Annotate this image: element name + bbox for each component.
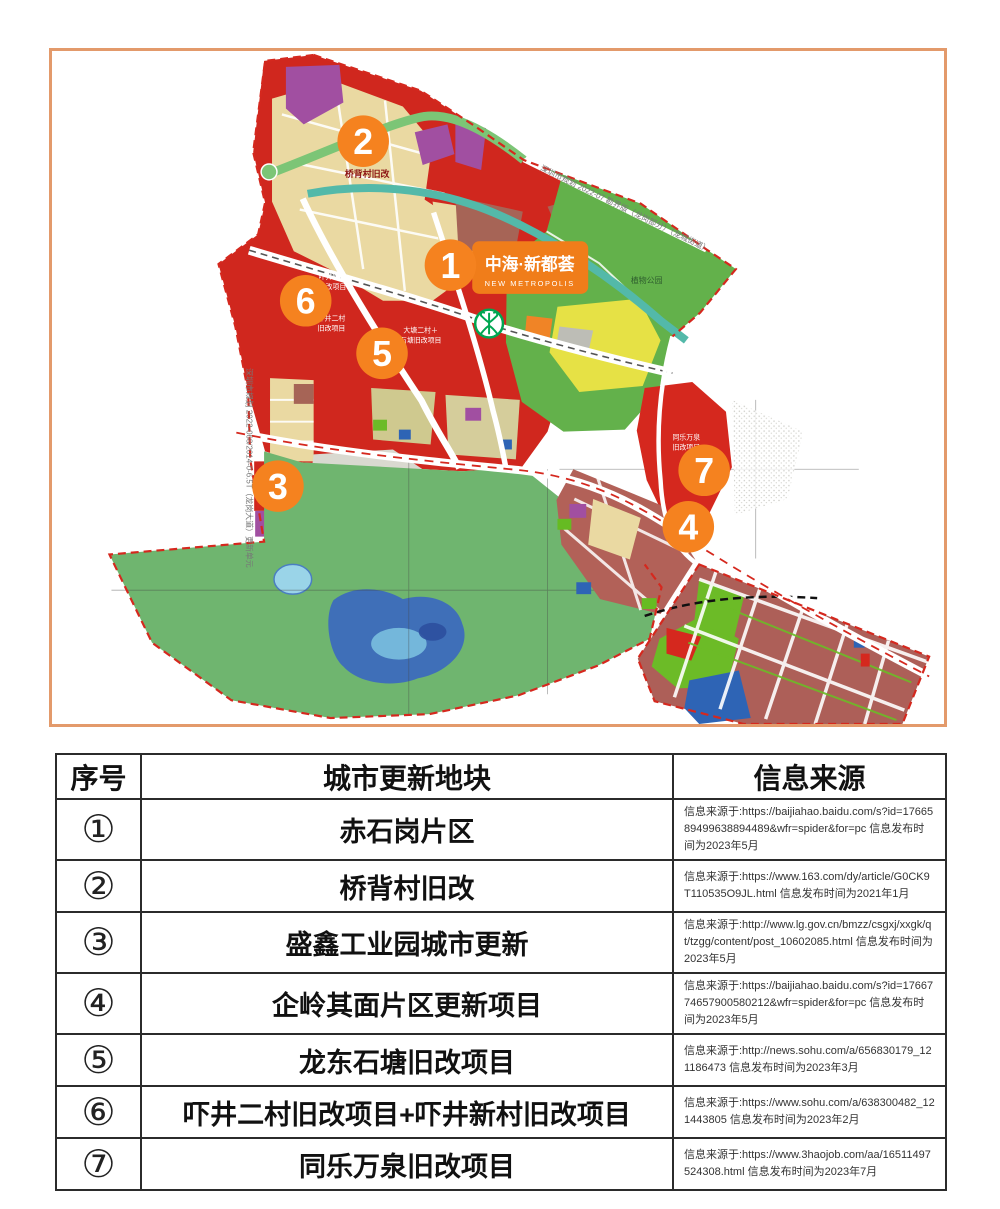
edge-annotation-left: 深圳市规划 2022-068/2014-0-6.5T（龙岗大道）更新单元 (244, 368, 254, 568)
map-site-boundary (107, 53, 931, 724)
table-row: ② 桥背村旧改 信息来源于:https://www.163.com/dy/art… (55, 859, 947, 914)
row-6-no: ⑥ (55, 1085, 142, 1140)
header-no: 序号 (55, 753, 142, 800)
row-1-no: ① (55, 797, 142, 862)
row-4-name: 企岭其面片区更新项目 (140, 972, 674, 1036)
header-name: 城市更新地块 (140, 753, 674, 800)
row-6-name: 吓井二村旧改项目+吓井新村旧改项目 (140, 1085, 674, 1140)
map-region-village-cluster (556, 469, 696, 614)
row-1-name: 赤石岗片区 (140, 797, 674, 862)
table-row: ⑥ 吓井二村旧改项目+吓井新村旧改项目 信息来源于:https://www.so… (55, 1085, 947, 1140)
svg-text:旧改项目: 旧改项目 (672, 442, 700, 451)
map-river (306, 184, 689, 344)
row-1-source: 信息来源于:https://baijiahao.baidu.com/s?id=1… (672, 797, 947, 862)
map-region-park (109, 451, 662, 719)
map-marker-3: 3 (252, 460, 304, 512)
svg-text:4: 4 (678, 508, 698, 548)
row-7-source: 信息来源于:https://www.3haojob.com/aa/1651149… (672, 1137, 947, 1192)
table-row: ③ 盛鑫工业园城市更新 信息来源于:http://www.lg.gov.cn/b… (55, 911, 947, 975)
row-7-no: ⑦ (55, 1137, 142, 1192)
planning-map-frame: 桥背村旧改 吓井新村 旧改项目 吓井二村 旧改项目 大塘二村＋ 石塘旧改项目 同… (49, 48, 947, 727)
map-lake-small (273, 563, 313, 595)
row-2-no: ② (55, 859, 142, 914)
label-shitang: 大塘二村＋ (403, 325, 438, 334)
project-badge-subtitle: NEW METROPOLIS (485, 279, 575, 288)
map-marker-4: 4 (662, 500, 715, 553)
renewal-plots-table: 序号 城市更新地块 信息来源 ① 赤石岗片区 信息来源于:https://bai… (55, 753, 947, 1192)
row-5-name: 龙东石塘旧改项目 (140, 1033, 674, 1088)
map-marker-6: 6 (279, 275, 332, 327)
project-badge: 中海·新都荟 NEW METROPOLIS (472, 241, 589, 294)
label-qiaobei: 桥背村旧改 (345, 168, 390, 179)
map-region-northeast-green (505, 160, 736, 432)
planning-map: 桥背村旧改 吓井新村 旧改项目 吓井二村 旧改项目 大塘二村＋ 石塘旧改项目 同… (107, 53, 931, 724)
svg-text:石塘旧改项目: 石塘旧改项目 (400, 335, 442, 344)
svg-text:旧改项目: 旧改项目 (319, 282, 347, 291)
metro-icon (473, 308, 505, 339)
svg-text:6: 6 (296, 282, 316, 322)
label-park: 植物公园 (631, 275, 663, 285)
map-marker-1: 1 (424, 239, 477, 291)
row-2-name: 桥背村旧改 (140, 859, 674, 914)
svg-text:2: 2 (353, 122, 373, 162)
row-3-name: 盛鑫工业园城市更新 (140, 911, 674, 975)
svg-text:3: 3 (268, 467, 288, 507)
row-4-no: ④ (55, 972, 142, 1036)
map-marker-2: 2 (337, 115, 389, 167)
svg-text:1: 1 (441, 246, 461, 286)
label-xiajing-ercun: 吓井二村 (318, 314, 346, 323)
table-row: ④ 企岭其面片区更新项目 信息来源于:https://baijiahao.bai… (55, 972, 947, 1036)
svg-text:7: 7 (694, 451, 714, 491)
svg-text:5: 5 (372, 334, 392, 374)
map-region-southeast-district (637, 564, 930, 724)
svg-text:旧改项目: 旧改项目 (318, 324, 346, 333)
row-7-name: 同乐万泉旧改项目 (140, 1137, 674, 1192)
row-3-source: 信息来源于:http://www.lg.gov.cn/bmzz/csgxj/xx… (672, 911, 947, 975)
row-6-source: 信息来源于:https://www.sohu.com/a/638300482_1… (672, 1085, 947, 1140)
row-5-no: ⑤ (55, 1033, 142, 1088)
table-row: ⑦ 同乐万泉旧改项目 信息来源于:https://www.3haojob.com… (55, 1137, 947, 1192)
row-5-source: 信息来源于:http://news.sohu.com/a/656830179_1… (672, 1033, 947, 1088)
project-badge-title: 中海·新都荟 (485, 254, 575, 274)
row-4-source: 信息来源于:https://baijiahao.baidu.com/s?id=1… (672, 972, 947, 1036)
table-row: ① 赤石岗片区 信息来源于:https://baijiahao.baidu.co… (55, 797, 947, 862)
map-marker-7: 7 (678, 444, 730, 497)
label-xiajing-xincun: 吓井新村 (319, 272, 347, 281)
header-source: 信息来源 (672, 753, 947, 800)
label-tongle: 同乐万泉 (672, 433, 700, 442)
row-2-source: 信息来源于:https://www.163.com/dy/article/G0C… (672, 859, 947, 914)
row-3-no: ③ (55, 911, 142, 975)
map-sketch-zone (731, 399, 804, 515)
table-header-row: 序号 城市更新地块 信息来源 (55, 753, 947, 800)
map-marker-5: 5 (356, 327, 408, 380)
table-row: ⑤ 龙东石塘旧改项目 信息来源于:http://news.sohu.com/a/… (55, 1033, 947, 1088)
